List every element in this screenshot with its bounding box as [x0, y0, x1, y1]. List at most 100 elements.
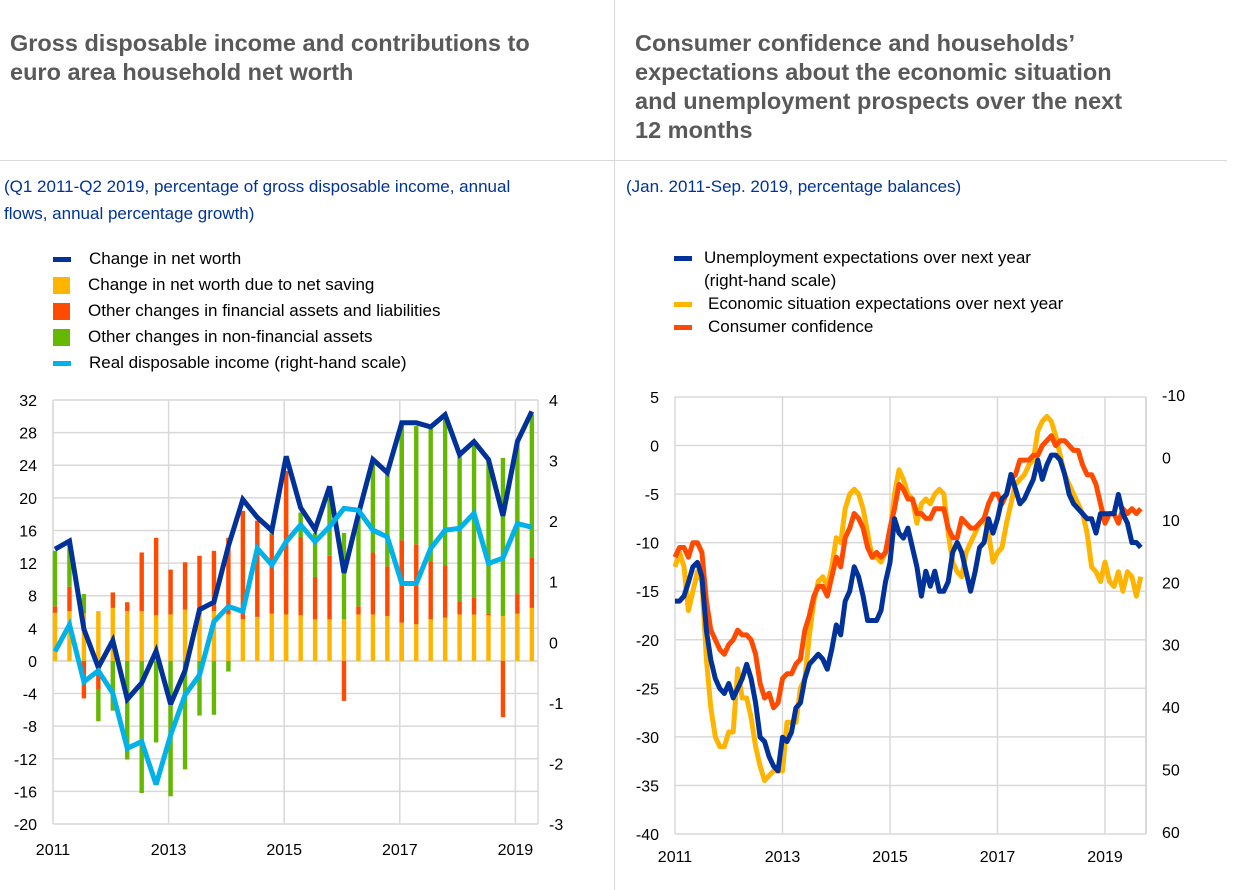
legend-swatch-green: [53, 328, 70, 346]
bar-net-saving: [153, 615, 159, 661]
bar-net-saving: [428, 619, 433, 661]
y-tick-label: -5: [645, 487, 659, 504]
bar-non-financial-assets: [81, 594, 87, 614]
y-tick-label: -4: [23, 687, 37, 704]
bar-financial-assets: [52, 606, 58, 613]
bar-net-saving: [500, 616, 506, 661]
bar-financial-assets: [298, 536, 303, 616]
bar-non-financial-assets: [139, 660, 144, 794]
legend-label: Real disposable income (right-hand scale…: [89, 353, 407, 372]
bar-financial-assets: [341, 660, 347, 701]
right-title-line: 12 months: [635, 117, 753, 143]
left-subtitle-line: flows, annual percentage growth): [4, 204, 255, 223]
legend-swatch-orange: [53, 302, 70, 320]
bar-financial-assets: [153, 537, 159, 616]
line-change-in-net-worth: [53, 410, 535, 706]
y2-tick-label: -2: [549, 756, 563, 773]
bar-non-financial-assets: [428, 427, 433, 562]
bar-net-saving: [226, 614, 231, 661]
bar-net-saving: [284, 614, 289, 661]
line-real-disposable-income: [52, 505, 533, 786]
bar-non-financial-assets: [67, 542, 72, 587]
legend-swatch-dark-blue: [674, 255, 692, 261]
right-title-line: and unemployment prospects over the next: [635, 88, 1123, 114]
bar-net-saving: [385, 616, 390, 661]
y2-tick-label: 0: [1162, 450, 1171, 467]
bar-non-financial-assets: [486, 461, 491, 614]
right-legend: Unemployment expectations over next year…: [674, 246, 1063, 338]
y2-tick-label: 1: [549, 575, 558, 592]
bar-financial-assets: [385, 566, 390, 617]
bar-non-financial-assets: [385, 474, 390, 567]
bar-non-financial-assets: [529, 414, 535, 558]
bar-net-saving: [356, 614, 361, 661]
legend-item-change-in-net-worth: Change in net worth: [53, 246, 440, 272]
legend-label: Other changes in financial assets and li…: [88, 301, 441, 320]
y-tick-label: 0: [28, 654, 37, 671]
y2-tick-label: 2: [549, 514, 558, 531]
left-chart-title: Gross disposable income and contribution…: [10, 29, 615, 87]
y-tick-label: -10: [636, 536, 659, 553]
bar-financial-assets: [515, 594, 520, 614]
bar-net-saving: [67, 611, 72, 661]
left-title-line: euro area household net worth: [10, 59, 354, 85]
bar-financial-assets: [269, 534, 274, 614]
bar-non-financial-assets: [500, 457, 506, 617]
right-title-line: expectations about the economic situatio…: [635, 59, 1112, 85]
legend-item-unemployment-expectations-cont: (right-hand scale): [674, 270, 1063, 292]
legend-item-economic-situation: Economic situation expectations over nex…: [674, 292, 1063, 316]
x-tick-label: 2019: [1087, 849, 1123, 866]
bar-non-financial-assets: [110, 660, 115, 711]
x-tick-label: 2011: [658, 849, 693, 866]
left-chart-subtitle: (Q1 2011-Q2 2019, percentage of gross di…: [4, 173, 614, 227]
x-tick-label: 2019: [498, 842, 534, 859]
bar-net-saving: [110, 607, 115, 661]
y-tick-label: -15: [636, 584, 659, 601]
left-title-line: Gross disposable income and contribution…: [10, 30, 530, 56]
legend-label: Other changes in non-financial assets: [88, 327, 373, 346]
bar-net-saving: [471, 614, 477, 661]
y-tick-label: 8: [28, 589, 37, 606]
bar-non-financial-assets: [341, 532, 347, 620]
bar-financial-assets: [370, 552, 376, 615]
y2-tick-label: 0: [549, 635, 558, 652]
legend-swatch-yellow: [53, 276, 70, 294]
bar-net-saving: [139, 611, 144, 661]
y2-tick-label: 10: [1162, 513, 1180, 530]
legend-label: Unemployment expectations over next year: [704, 248, 1031, 267]
legend-item-non-financial-assets: Other changes in non-financial assets: [53, 324, 440, 350]
bar-net-saving: [81, 613, 87, 661]
y-tick-label: -20: [636, 633, 659, 650]
x-tick-label: 2011: [36, 842, 71, 859]
bar-non-financial-assets: [370, 459, 376, 553]
bar-non-financial-assets: [399, 424, 404, 541]
bar-non-financial-assets: [515, 443, 520, 595]
bar-financial-assets: [327, 555, 332, 620]
y-tick-label: 24: [19, 458, 37, 475]
y-tick-label: -40: [636, 827, 659, 844]
y-tick-label: -12: [14, 752, 37, 769]
legend-label: Consumer confidence: [708, 317, 874, 336]
bar-net-saving: [269, 613, 274, 661]
y2-tick-label: 50: [1162, 763, 1180, 780]
x-tick-label: 2013: [151, 842, 187, 859]
y-tick-label: 0: [650, 439, 659, 456]
bar-non-financial-assets: [414, 426, 419, 545]
y2-tick-label: 20: [1162, 575, 1180, 592]
legend-item-financial-assets: Other changes in financial assets and li…: [53, 298, 440, 324]
right-header-divider: [615, 160, 1227, 161]
left-subtitle-line: (Q1 2011-Q2 2019, percentage of gross di…: [4, 177, 511, 196]
bar-financial-assets: [471, 597, 477, 615]
bar-net-saving: [414, 624, 419, 661]
bar-net-saving: [298, 615, 303, 661]
bar-financial-assets: [197, 555, 202, 615]
bar-non-financial-assets: [153, 660, 159, 743]
bar-net-saving: [182, 609, 188, 661]
x-tick-label: 2015: [266, 842, 302, 859]
bar-financial-assets: [67, 586, 72, 612]
left-legend: Change in net worth Change in net worth …: [53, 246, 440, 376]
x-tick-label: 2017: [980, 849, 1016, 866]
bar-non-financial-assets: [125, 660, 130, 760]
